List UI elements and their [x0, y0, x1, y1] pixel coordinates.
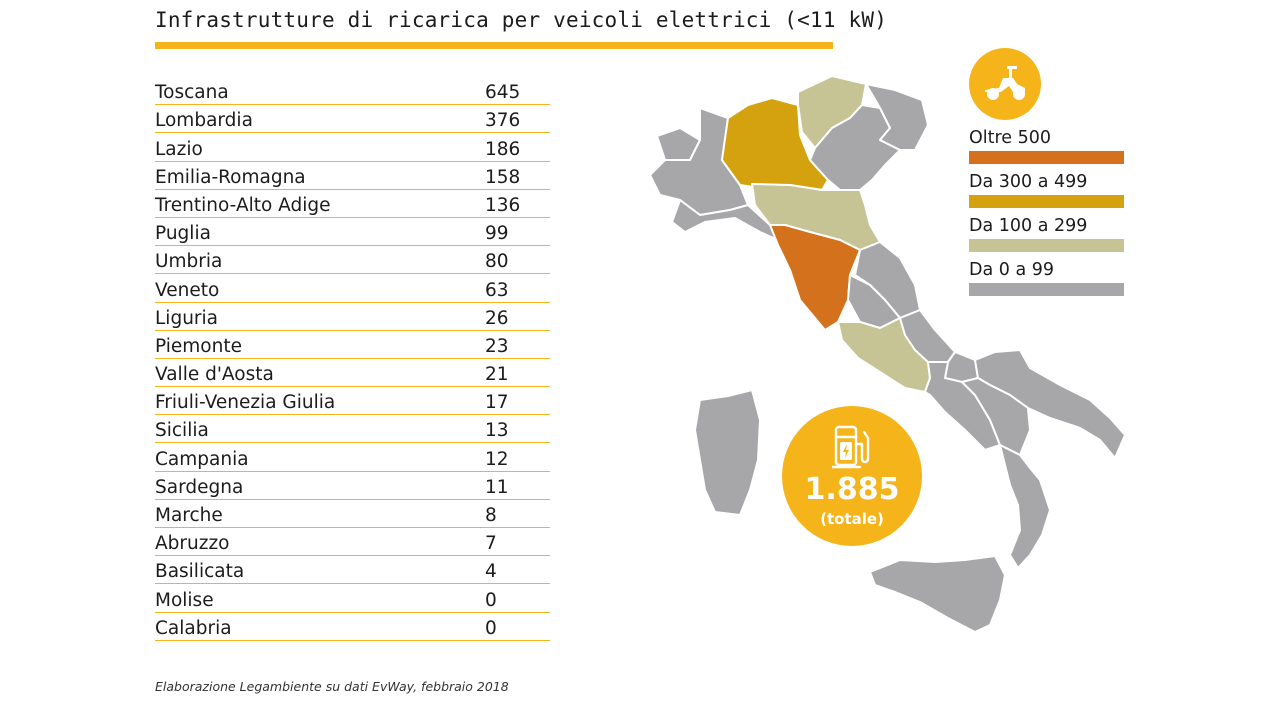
region-value: 0 — [485, 589, 497, 611]
region-liguria — [671, 199, 779, 241]
region-name: Veneto — [155, 279, 220, 301]
table-row: Toscana 645 — [155, 77, 550, 106]
table-row: Campania 12 — [155, 443, 550, 472]
table-row: Basilicata 4 — [155, 556, 550, 585]
region-sicilia — [869, 555, 1006, 633]
region-name: Umbria — [155, 251, 223, 273]
region-name: Friuli-Venezia Giulia — [155, 392, 336, 414]
table-row: Abruzzo 7 — [155, 528, 550, 557]
table-row: Valle d'Aosta 21 — [155, 359, 550, 388]
page-title: Infrastrutture di ricarica per veicoli e… — [155, 8, 888, 32]
source-note: Elaborazione Legambiente su dati EvWay, … — [155, 679, 509, 694]
total-badge: 1.885 (totale) — [782, 406, 922, 546]
region-name: Puglia — [155, 223, 211, 245]
region-value: 136 — [485, 194, 521, 216]
region-value: 63 — [485, 279, 509, 301]
region-friuli — [865, 83, 929, 151]
table-row: Molise 0 — [155, 584, 550, 613]
legend-label: Da 300 a 499 — [969, 172, 1088, 192]
region-name: Lombardia — [155, 110, 253, 132]
region-value: 186 — [485, 138, 521, 160]
region-name: Valle d'Aosta — [155, 364, 274, 386]
region-name: Sardegna — [155, 476, 244, 498]
legend-item: Da 300 a 499 — [969, 172, 1124, 208]
region-name: Abruzzo — [155, 533, 230, 555]
region-value: 7 — [485, 533, 497, 555]
region-value: 8 — [485, 505, 497, 526]
scooter-badge — [969, 48, 1041, 120]
title-underline — [155, 42, 833, 49]
table-row: Calabria 0 — [155, 613, 550, 641]
region-name: Campania — [155, 448, 249, 470]
charging-station-icon — [832, 425, 870, 469]
table-row: Puglia 99 — [155, 218, 550, 247]
region-campania — [924, 361, 1001, 451]
legend-swatch — [969, 195, 1124, 208]
region-value: 21 — [485, 364, 509, 386]
legend-item: Oltre 500 — [969, 128, 1124, 164]
region-value: 26 — [485, 307, 509, 329]
legend-label: Da 100 a 299 — [969, 216, 1088, 236]
region-value: 99 — [485, 223, 509, 245]
table-row: Lombardia 376 — [155, 105, 550, 134]
table-row: Liguria 26 — [155, 303, 550, 331]
table-row: Piemonte 23 — [155, 331, 550, 359]
table-row: Veneto 63 — [155, 274, 550, 303]
scooter-icon — [985, 66, 1025, 100]
region-name: Piemonte — [155, 335, 242, 357]
region-name: Molise — [155, 589, 214, 611]
table-row: Umbria 80 — [155, 246, 550, 275]
total-label: (totale) — [820, 510, 884, 528]
region-value: 23 — [485, 335, 509, 357]
legend-swatch — [969, 283, 1124, 296]
region-value: 17 — [485, 392, 509, 414]
region-name: Trentino-Alto Adige — [155, 194, 331, 216]
region-name: Sicilia — [155, 420, 209, 442]
legend-item: Da 0 a 99 — [969, 260, 1124, 296]
region-value: 80 — [485, 251, 509, 273]
region-name: Lazio — [155, 138, 203, 160]
region-calabria — [999, 444, 1051, 569]
region-value: 13 — [485, 420, 509, 442]
region-name: Basilicata — [155, 561, 245, 583]
region-name: Liguria — [155, 307, 218, 329]
region-name: Toscana — [155, 82, 229, 104]
legend-item: Da 100 a 299 — [969, 216, 1124, 252]
region-name: Emilia-Romagna — [155, 166, 306, 188]
table-row: Emilia-Romagna 158 — [155, 162, 550, 190]
legend-label: Oltre 500 — [969, 128, 1052, 148]
region-value: 4 — [485, 561, 497, 583]
table-row: Lazio 186 — [155, 133, 550, 162]
region-value: 645 — [485, 82, 521, 104]
legend-swatch — [969, 151, 1124, 164]
region-value: 11 — [485, 476, 509, 498]
table-row: Trentino-Alto Adige 136 — [155, 190, 550, 218]
region-sardegna — [694, 389, 761, 516]
italy-map — [649, 75, 1126, 633]
region-value: 376 — [485, 110, 521, 132]
region-value: 158 — [485, 166, 521, 188]
region-name: Marche — [155, 505, 223, 526]
legend-swatch — [969, 239, 1124, 252]
region-table: Toscana 645 Lombardia 376 Lazio 186 Emilia-… — [155, 77, 550, 641]
region-value: 12 — [485, 448, 509, 470]
legend-label: Da 0 a 99 — [969, 260, 1055, 280]
total-value: 1.885 — [804, 472, 900, 507]
table-row: Friuli-Venezia Giulia 17 — [155, 387, 550, 416]
region-name: Calabria — [155, 617, 232, 639]
table-row: Sicilia 13 — [155, 415, 550, 444]
table-row: Marche 8 — [155, 500, 550, 528]
table-row: Sardegna 11 — [155, 472, 550, 500]
region-value: 0 — [485, 617, 497, 639]
